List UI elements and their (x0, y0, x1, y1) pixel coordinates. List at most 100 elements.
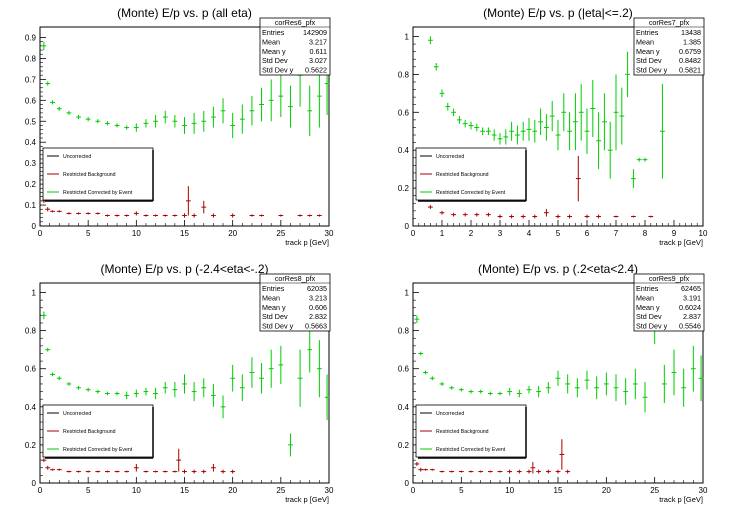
data-point (153, 114, 159, 128)
data-point (182, 374, 187, 394)
data-point (625, 51, 631, 98)
x-tick-label: 5 (86, 486, 91, 495)
chart-title: (Monte) E/p vs. p (|eta|<=.2) (483, 6, 633, 20)
data-point (45, 81, 51, 86)
data-point (456, 116, 462, 124)
data-point (162, 110, 168, 124)
data-point (201, 378, 207, 398)
stats-value: 62465 (681, 284, 701, 293)
data-point (153, 470, 159, 473)
data-point (423, 468, 428, 471)
data-point (555, 119, 561, 151)
data-point (526, 117, 532, 141)
series-2 (41, 186, 322, 218)
data-point (210, 213, 216, 218)
x-tick-label: 20 (228, 486, 237, 495)
data-point (143, 470, 149, 473)
legend: Uncorrected Restricted Background Restrict… (42, 147, 154, 202)
series-1 (414, 298, 704, 413)
data-point (468, 389, 474, 394)
legend-box (42, 404, 154, 458)
stats-value: 13438 (681, 28, 701, 37)
data-point (143, 119, 149, 128)
data-point (565, 374, 571, 394)
x-tick-label: 20 (602, 486, 611, 495)
data-point (268, 79, 274, 122)
x-axis-label: track p [GeV] (285, 495, 329, 504)
stats-label: Mean (636, 37, 654, 46)
data-point (66, 382, 72, 386)
chart-panel-1: (Monte) E/p vs. p (all eta) 0 5 10 15 20 25 30 0… (25, 6, 334, 247)
data-point (162, 214, 168, 217)
x-tick-label: 10 (505, 486, 514, 495)
data-point (176, 448, 182, 472)
data-point (56, 468, 62, 471)
x-tick-label: 5 (459, 486, 464, 495)
data-point (561, 93, 567, 132)
stats-title: corRes8_pfx (275, 274, 316, 283)
data-point (445, 102, 451, 111)
data-point (559, 439, 565, 470)
stats-value: 0.5821 (679, 66, 701, 75)
legend-entry: Uncorrected (63, 154, 91, 160)
data-point (316, 214, 322, 217)
data-point (603, 372, 609, 396)
data-point (458, 387, 464, 392)
data-point (414, 315, 420, 323)
y-tick-label: 0.2 (25, 441, 37, 450)
data-point (288, 85, 293, 128)
data-point (259, 87, 264, 122)
stats-label: Mean y (262, 303, 286, 312)
data-point (630, 215, 636, 218)
x-tick-label: 10 (699, 229, 708, 238)
y-tick-label: 1 (32, 289, 37, 298)
chart-title: (Monte) E/p vs. p (-2.4<eta<-.2) (100, 262, 268, 276)
data-point (45, 207, 51, 212)
data-point (220, 469, 226, 474)
data-point (182, 117, 187, 134)
stats-label: Entries (636, 284, 659, 293)
y-tick-label: 0 (405, 222, 410, 231)
data-point (153, 214, 159, 217)
data-point (41, 41, 47, 51)
chart-title: (Monte) E/p vs. p (all eta) (117, 6, 252, 20)
data-point (95, 119, 101, 124)
chart-panel-3: (Monte) E/p vs. p (-2.4<eta<-.2)0 5 10 15 20… (25, 262, 334, 504)
data-point (268, 349, 274, 388)
data-point (636, 157, 642, 162)
x-tick-label: 8 (643, 229, 648, 238)
data-point (162, 470, 168, 473)
data-point (249, 214, 255, 217)
data-point (427, 205, 433, 209)
stats-value: 62035 (307, 284, 327, 293)
data-point (307, 214, 313, 217)
data-point (485, 212, 491, 217)
data-point (230, 364, 236, 392)
data-point (50, 210, 55, 213)
data-point (297, 349, 303, 407)
y-tick-label: 0.7 (25, 75, 37, 84)
data-point (95, 212, 101, 215)
data-point (468, 470, 474, 473)
data-point (642, 157, 648, 162)
data-point (316, 340, 322, 398)
data-point (572, 93, 578, 151)
legend-entry: Uncorrected (436, 411, 464, 417)
data-point (185, 186, 191, 216)
x-tick-label: 15 (554, 486, 563, 495)
data-point (423, 370, 428, 375)
x-tick-label: 20 (228, 229, 237, 238)
data-point (536, 469, 542, 474)
stats-label: Std Dev (262, 312, 288, 321)
data-point (124, 125, 130, 130)
legend-entry: Restricted Background (63, 429, 116, 435)
data-point (607, 121, 613, 179)
data-point (449, 385, 455, 390)
data-point (549, 100, 555, 132)
stats-value: 0.8482 (679, 56, 701, 65)
data-point (584, 108, 590, 154)
x-tick-label: 7 (614, 229, 619, 238)
series-2 (427, 155, 654, 219)
data-point (76, 385, 81, 390)
